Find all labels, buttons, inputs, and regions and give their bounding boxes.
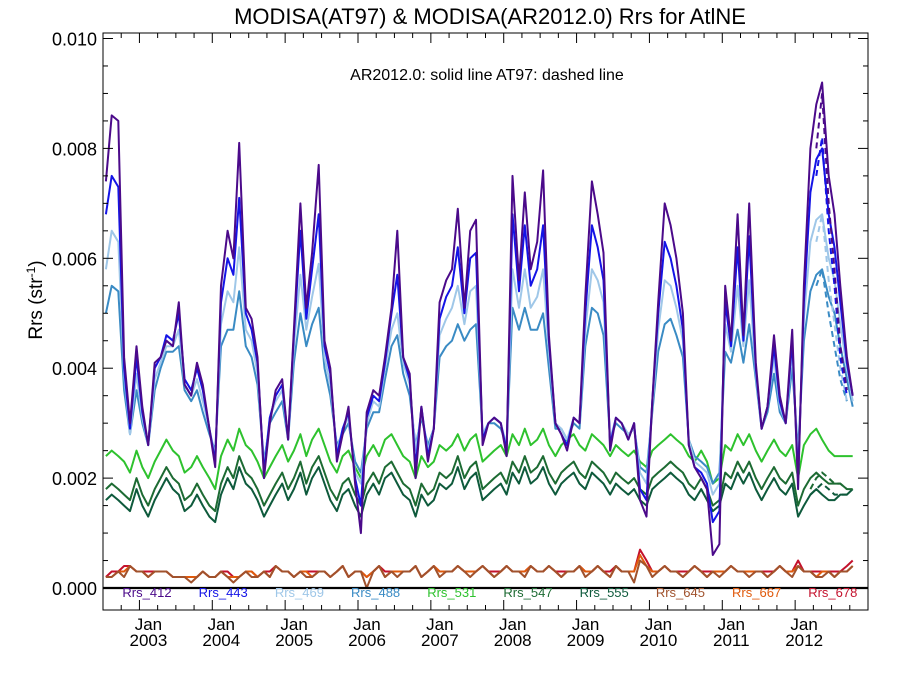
y-axis-label-close: )	[26, 260, 47, 266]
series-line-rrs-555	[105, 466, 854, 524]
series-dashed-line-rrs-555	[809, 482, 847, 496]
y-axis-label-text: Rrs (str	[26, 277, 47, 340]
y-axis-label: Rrs (str-1)	[24, 260, 47, 339]
x-tick-label-month: Jan	[499, 615, 526, 634]
legend-entry-rrs-678: Rrs_678	[808, 585, 857, 600]
series-dashed-line-rrs-488	[815, 268, 848, 402]
series-line-rrs-678	[105, 548, 854, 578]
x-tick-label-month: Jan	[790, 615, 817, 634]
x-tick-label-year: 2009	[567, 631, 605, 650]
y-tick-label: 0.010	[52, 29, 97, 49]
x-tick-label-year: 2010	[640, 631, 678, 650]
series-dashed-line-rrs-469	[815, 214, 848, 402]
series-line-rrs-531	[105, 427, 853, 491]
x-tick-label-month: Jan	[208, 615, 235, 634]
y-tick-label: 0.000	[52, 579, 97, 599]
x-tick-label-year: 2003	[130, 631, 168, 650]
legend-entry-rrs-469: Rrs_469	[275, 585, 324, 600]
series-line-rrs-547	[105, 455, 853, 513]
series-dashed-line-rrs-412	[815, 93, 848, 391]
x-tick-label-month: Jan	[426, 615, 453, 634]
legend-entry-rrs-667: Rrs_667	[732, 585, 781, 600]
x-tick-label-year: 2011	[713, 631, 750, 650]
legend-entry-rrs-488: Rrs_488	[351, 585, 400, 600]
line-style-annotation: AR2012.0: solid line AT97: dashed line	[350, 67, 624, 84]
axes-layer: 0.0000.0020.0040.0060.0080.010Jan2003Jan…	[52, 29, 869, 650]
y-tick-label: 0.006	[52, 249, 97, 269]
y-tick-label: 0.004	[52, 359, 97, 379]
x-tick-label-year: 2007	[421, 631, 459, 650]
series-line-rrs-412	[104, 81, 854, 556]
x-tick-label-year: 2008	[494, 631, 532, 650]
x-tick-label-month: Jan	[280, 615, 307, 634]
legend-entry-rrs-412: Rrs_412	[122, 585, 171, 600]
series-dashed-line-rrs-547	[809, 471, 848, 490]
x-tick-label-year: 2005	[275, 631, 313, 650]
x-tick-label-month: Jan	[572, 615, 599, 634]
legend-entry-rrs-645: Rrs_645	[656, 585, 705, 600]
x-tick-label-month: Jan	[135, 615, 162, 634]
chart-title: MODISA(AT97) & MODISA(AR2012.0) Rrs for …	[234, 4, 746, 29]
legend-entry-rrs-555: Rrs_555	[580, 585, 629, 600]
x-tick-label-month: Jan	[718, 615, 745, 634]
legend-entry-rrs-531: Rrs_531	[427, 585, 476, 600]
y-tick-label: 0.002	[52, 469, 97, 489]
x-tick-label-month: Jan	[645, 615, 672, 634]
y-tick-label: 0.008	[52, 139, 97, 159]
x-tick-label-year: 2006	[348, 631, 386, 650]
legend: Rrs_412 Rrs_443 Rrs_469 Rrs_488 Rrs_531 Rrs_5…	[122, 585, 857, 600]
series-layer	[104, 81, 854, 589]
x-tick-label-year: 2012	[785, 631, 823, 650]
series-line-rrs-645	[105, 559, 854, 589]
legend-entry-rrs-547: Rrs_547	[503, 585, 552, 600]
series-dashed-line-rrs-443	[815, 137, 848, 396]
y-axis-label-superscript: -1	[24, 266, 38, 277]
x-tick-label-year: 2004	[202, 631, 240, 650]
x-tick-label-month: Jan	[353, 615, 380, 634]
legend-entry-rrs-443: Rrs_443	[199, 585, 248, 600]
